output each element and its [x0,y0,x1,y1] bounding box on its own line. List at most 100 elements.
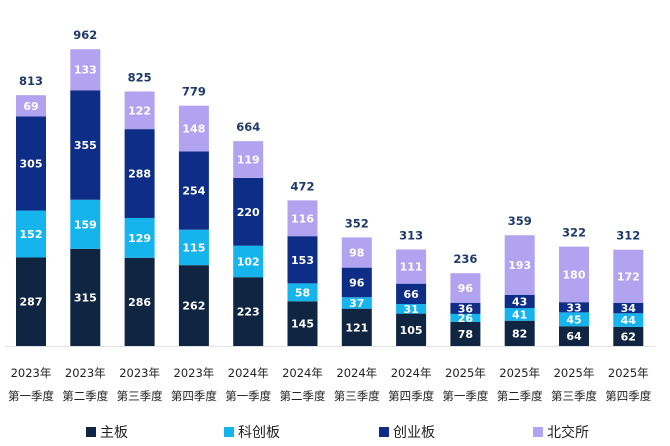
segment-value-label: 305 [20,158,43,171]
segment-value-label: 180 [563,268,586,281]
segment-value-label: 115 [182,241,205,254]
segment-value-label: 43 [512,295,527,308]
x-tick-year: 2025年 [554,366,595,380]
x-tick-quarter: 第二季度 [497,389,543,403]
bar-segment [396,283,427,305]
x-tick-quarter: 第一季度 [225,389,271,403]
total-value-label: 825 [128,70,152,84]
segment-value-label: 44 [621,314,637,327]
bar-segment [178,229,209,266]
segment-value-label: 119 [237,154,260,167]
bar-segment [233,277,264,346]
bar-segment [450,313,481,322]
bar-segment [613,326,644,346]
bar-segment [178,105,209,152]
total-value-label: 312 [616,229,640,243]
bar-segment [124,257,155,346]
legend-item: 科创板 [224,425,280,441]
segment-value-label: 355 [74,139,97,152]
bar-segment [450,321,481,346]
legend-item: 主板 [86,425,128,441]
x-tick-quarter: 第四季度 [171,389,217,403]
legend-item: 北交所 [533,424,589,441]
bar-stack: 121 37 96 98 352 [341,216,372,346]
x-tick-quarter: 第一季度 [8,389,54,403]
segment-value-label: 82 [512,327,527,340]
x-tick-quarter: 第三季度 [334,389,380,403]
x-tick-quarter: 第二季度 [280,389,326,403]
total-value-label: 322 [562,226,586,240]
bar-segment [559,312,589,327]
segment-value-label: 254 [182,185,205,198]
bar-segment [341,237,372,268]
bar-segment [70,199,101,249]
bar-segment [613,302,644,314]
bars-group: 287 152 305 69 813 315 159 355 133 962 286 129 288 12… [16,28,644,346]
segment-value-label: 102 [237,255,260,268]
bar-stack: 105 31 66 111 313 [396,228,427,346]
bar-segment [16,257,46,346]
total-value-label: 779 [182,85,206,99]
legend-swatch [86,427,96,437]
segment-value-label: 105 [400,324,423,337]
x-tick-quarter: 第三季度 [551,389,597,403]
bar-segment [16,210,46,258]
legend-label: 主板 [100,425,128,441]
bar-stack: 286 129 288 122 825 [124,70,155,346]
bar-segment [613,249,644,303]
segment-value-label: 37 [349,297,364,310]
bar-segment [124,217,155,258]
segment-value-label: 111 [400,261,423,274]
bar-segment [70,90,101,200]
segment-value-label: 69 [23,100,38,113]
bar-segment [287,301,318,346]
bar-segment [287,200,318,237]
total-value-label: 359 [508,214,532,228]
total-value-label: 813 [19,74,43,88]
segment-value-label: 62 [621,330,636,343]
bar-segment [559,302,589,313]
bar-segment [559,246,589,303]
segment-value-label: 34 [621,302,637,315]
bar-segment [450,273,481,303]
bar-segment [178,151,209,230]
legend-swatch [379,427,389,437]
x-tick-quarter: 第二季度 [62,389,108,403]
legend-label: 创业板 [393,425,435,441]
segment-value-label: 58 [295,286,310,299]
x-tick-quarter: 第四季度 [605,389,651,403]
total-value-label: 313 [399,228,423,242]
bar-segment [233,177,264,246]
bar-segment [287,236,318,284]
segment-value-label: 98 [349,247,364,260]
bar-segment [16,116,46,211]
x-tick-quarter: 第一季度 [442,389,488,403]
bar-segment [613,313,644,327]
segment-value-label: 31 [403,303,418,316]
bar-stack: 145 58 153 116 472 [287,179,318,346]
bar-segment [341,297,372,309]
x-tick-year: 2024年 [282,366,323,380]
bar-segment [16,95,46,117]
segment-value-label: 223 [237,306,260,319]
bar-segment [124,91,155,130]
bar-segment [287,283,318,302]
total-value-label: 236 [453,252,477,266]
segment-value-label: 96 [458,282,474,295]
bar-segment [70,248,101,346]
bar-segment [341,308,372,346]
segment-value-label: 153 [291,254,314,267]
segment-value-label: 287 [20,296,43,309]
x-tick-year: 2025年 [608,366,649,380]
total-value-label: 664 [236,120,260,134]
x-tick-year: 2024年 [336,366,377,380]
segment-value-label: 26 [458,312,474,325]
legend-swatch [533,427,543,437]
bar-segment [396,313,427,346]
